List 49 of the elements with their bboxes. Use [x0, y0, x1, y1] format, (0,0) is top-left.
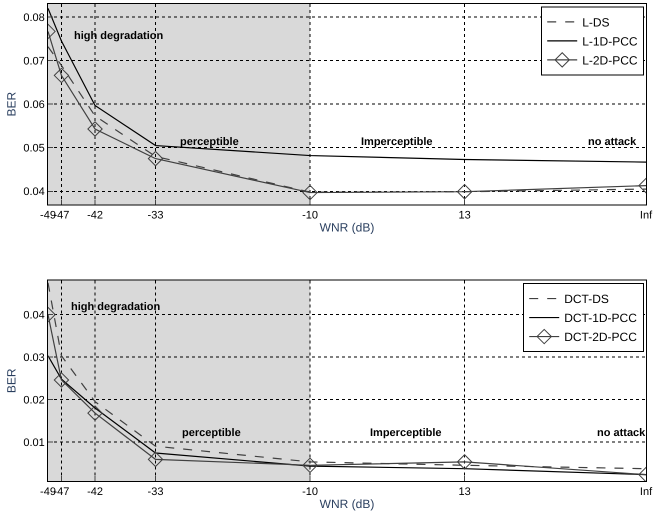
- point: [87, 121, 103, 137]
- annotation: no attack: [588, 136, 638, 148]
- annotation: high degradation: [74, 30, 164, 42]
- y-tick-label: 0.05: [23, 142, 45, 155]
- point: [54, 372, 70, 388]
- y-tick-label: 0.03: [23, 352, 45, 364]
- x-tick-label: -10: [302, 210, 318, 222]
- annotation: Imperceptible: [361, 136, 433, 148]
- point: [456, 184, 472, 200]
- y-tick-label: 0.02: [23, 394, 45, 406]
- annotation: high degradation: [71, 301, 160, 313]
- x-tick-label: -10: [302, 486, 318, 498]
- point: [302, 458, 318, 473]
- x-axis-title: WNR (dB): [320, 497, 374, 512]
- y-tick-label: 0.01: [23, 436, 45, 449]
- point: [87, 405, 103, 421]
- y-tick-label: 0.04: [23, 309, 45, 322]
- x-tick-label: Inf: [640, 486, 654, 498]
- annotation: perceptible: [182, 427, 241, 439]
- x-tick-label: -49: [40, 486, 56, 498]
- x-tick-label: -49: [40, 210, 56, 222]
- point: [302, 184, 318, 200]
- x-tick-label: -42: [87, 486, 103, 498]
- annotation: Imperceptible: [370, 427, 442, 439]
- x-axis-title: WNR (dB): [320, 220, 374, 234]
- x-tick-label: -42: [87, 210, 103, 222]
- point: [148, 452, 164, 467]
- x-tick-label: -33: [148, 486, 164, 498]
- y-axis-title: BER: [4, 92, 19, 117]
- y-tick-label: 0.08: [23, 12, 45, 24]
- point: [148, 150, 164, 166]
- legend-label: DCT-2D-PCC: [564, 330, 638, 344]
- x-tick-label: 13: [458, 486, 471, 498]
- x-tick-label: Inf: [640, 210, 654, 222]
- y-tick-label: 0.07: [23, 55, 45, 68]
- legend-label: DCT-1D-PCC: [564, 311, 638, 326]
- x-tick-label: -33: [148, 210, 164, 222]
- annotation: no attack: [597, 427, 646, 439]
- legend-label: L-1D-PCC: [582, 34, 638, 49]
- annotation: perceptible: [180, 136, 239, 148]
- point: [456, 454, 472, 470]
- y-tick-label: 0.04: [23, 186, 45, 198]
- x-tick-label: 13: [458, 210, 471, 222]
- y-axis-title: BER: [4, 368, 19, 394]
- legend-label: L-DS: [582, 16, 610, 30]
- legend-label: L-2D-PCC: [582, 54, 638, 68]
- point: [54, 68, 70, 84]
- legend-label: DCT-DS: [564, 292, 609, 306]
- y-tick-label: 0.06: [23, 99, 45, 112]
